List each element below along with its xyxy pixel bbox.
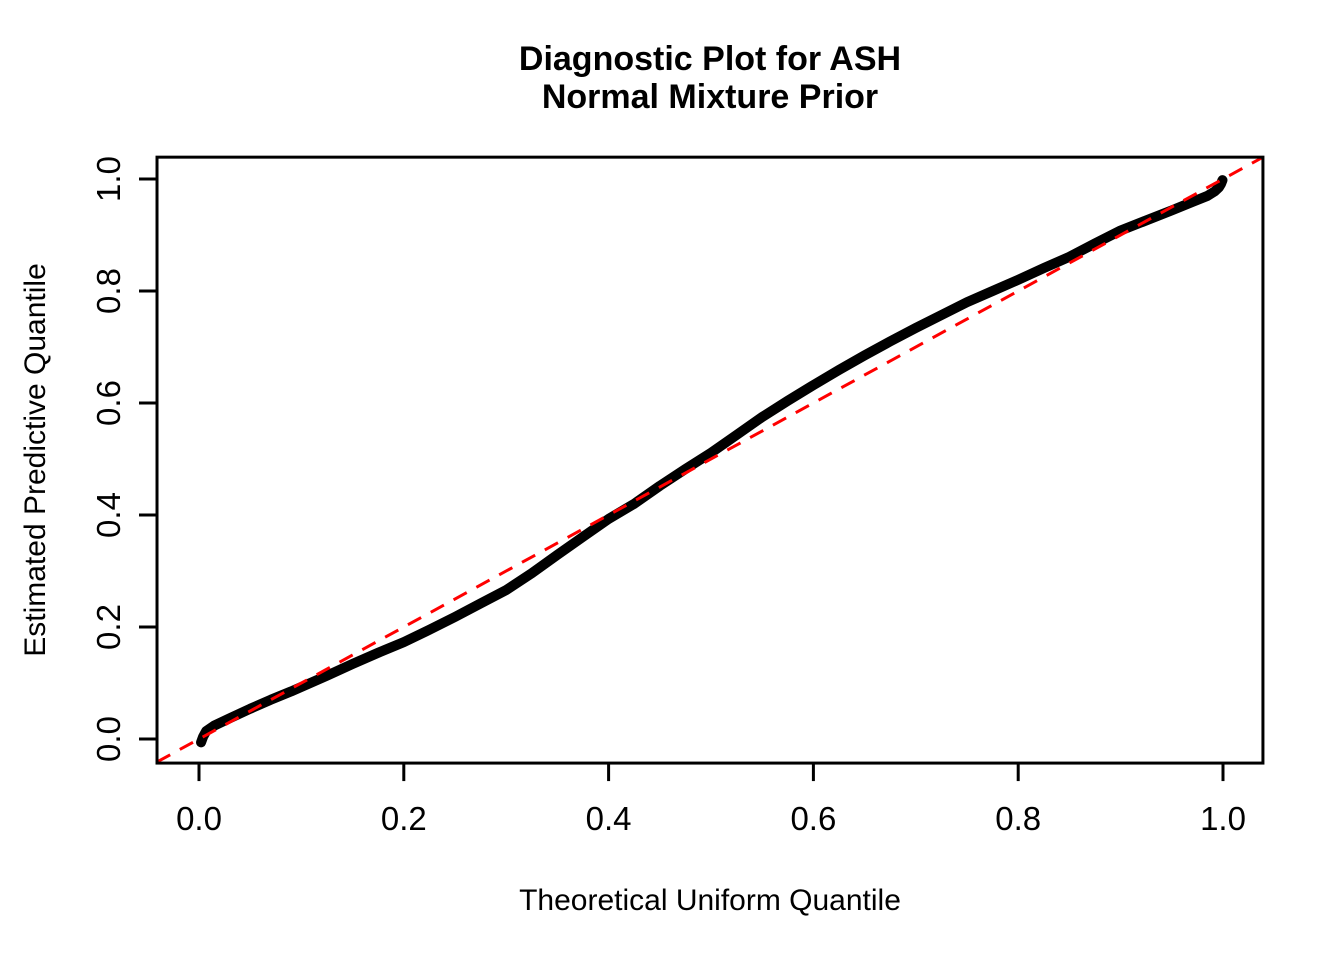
plot-title: Diagnostic Plot for ASH Normal Mixture P…	[157, 40, 1263, 116]
y-axis-title: Estimated Predictive Quantile	[19, 263, 52, 657]
x-axis-title: Theoretical Uniform Quantile	[519, 884, 901, 917]
y-tick-label: 0.6	[90, 380, 127, 426]
plot-box	[155, 155, 1265, 765]
plot-title-line2: Normal Mixture Prior	[541, 78, 879, 116]
x-tick-label: 0.4	[586, 800, 632, 837]
x-tick-label: 0.8	[995, 800, 1041, 837]
x-tick-label: 0.0	[176, 800, 222, 837]
y-tick-label: 0.0	[90, 716, 127, 762]
y-tick-label: 0.2	[90, 604, 127, 650]
y-tick-label: 1.0	[90, 156, 127, 202]
x-tick-label: 1.0	[1200, 800, 1246, 837]
y-tick-label: 0.8	[90, 268, 127, 314]
reference-line	[156, 155, 1264, 764]
plot-title-line1: Diagnostic Plot for ASH	[518, 40, 902, 78]
y-tick-label: 0.4	[90, 492, 127, 538]
x-tick-label: 0.6	[790, 800, 836, 837]
x-tick-label: 0.2	[381, 800, 427, 837]
quantile-curve	[196, 175, 1228, 748]
